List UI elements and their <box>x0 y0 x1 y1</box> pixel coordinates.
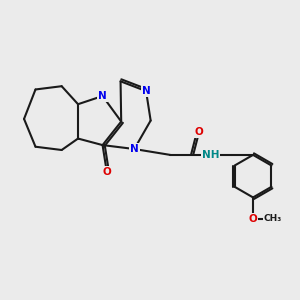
Text: O: O <box>102 167 111 177</box>
Text: CH₃: CH₃ <box>264 214 282 223</box>
Text: N: N <box>142 86 150 96</box>
Text: N: N <box>130 144 139 154</box>
Text: N: N <box>98 91 107 101</box>
Text: NH: NH <box>202 150 219 160</box>
Text: O: O <box>249 214 257 224</box>
Text: O: O <box>195 127 203 137</box>
